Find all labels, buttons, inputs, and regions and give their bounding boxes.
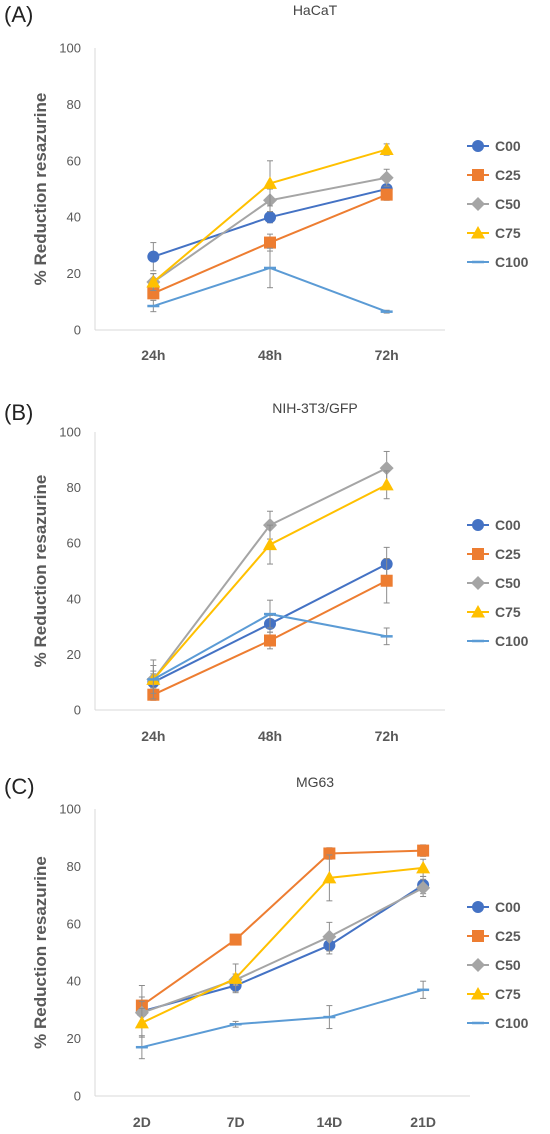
series-line-c100 bbox=[141, 988, 424, 1049]
legend-marker-c25 bbox=[472, 930, 484, 942]
y-tick-label: 80 bbox=[67, 480, 81, 495]
panel-label: (A) bbox=[4, 2, 34, 27]
panel-b: (B) NIH-3T3/GFP 0 20 40 60 80 100 % Reduction … bbox=[0, 398, 550, 758]
legend-label: C100 bbox=[495, 254, 529, 270]
legend-marker-c50 bbox=[471, 958, 485, 972]
series-line-c00 bbox=[141, 884, 424, 1013]
panel-label: (C) bbox=[4, 774, 35, 799]
data-point-c75 bbox=[379, 142, 394, 156]
y-tick-label: 60 bbox=[67, 916, 81, 931]
y-tick-label: 60 bbox=[67, 536, 81, 551]
y-tick-label: 100 bbox=[59, 41, 81, 56]
data-point-c50 bbox=[379, 461, 394, 476]
series-line-c25 bbox=[141, 849, 424, 1007]
legend-label: C100 bbox=[495, 633, 529, 649]
legend-label: C00 bbox=[495, 899, 521, 915]
legend-label: C25 bbox=[495, 167, 521, 183]
data-point-c25 bbox=[380, 188, 393, 201]
data-point-c75 bbox=[146, 275, 161, 288]
x-tick-label: 21D bbox=[410, 1114, 436, 1130]
legend-label: C00 bbox=[495, 517, 521, 533]
y-tick-label: 40 bbox=[67, 591, 81, 606]
data-point-c75 bbox=[263, 537, 277, 551]
legend-label: C50 bbox=[495, 196, 521, 212]
chart-title: NIH-3T3/GFP bbox=[272, 400, 358, 416]
data-point-c50 bbox=[322, 929, 337, 944]
data-point-c25 bbox=[417, 844, 430, 857]
panel-c: (C) MG63 0 20 40 60 80 100 % Reduction resazur… bbox=[0, 772, 550, 1134]
y-tick-label: 0 bbox=[74, 323, 81, 338]
y-tick-label: 80 bbox=[67, 859, 81, 874]
legend-label: C50 bbox=[495, 957, 521, 973]
data-point-c25 bbox=[323, 847, 336, 860]
x-tick-label: 24h bbox=[141, 728, 165, 744]
y-axis-label: % Reduction resazurine bbox=[31, 93, 50, 286]
chart-svg-hacat: 0 20 40 60 80 100 % Reduction resazurine 24h 48h… bbox=[31, 41, 529, 364]
y-tick-label: 40 bbox=[67, 974, 81, 989]
y-tick-label: 20 bbox=[67, 1031, 81, 1046]
x-tick-label: 72h bbox=[375, 347, 399, 363]
y-tick-label: 0 bbox=[74, 703, 81, 718]
legend-marker-c00 bbox=[472, 140, 484, 152]
panel-label: (B) bbox=[4, 400, 34, 425]
data-point-c00 bbox=[147, 250, 160, 263]
panel-a: (A) HaCaT 0 20 40 60 80 100 % Reduction resazu… bbox=[0, 0, 550, 365]
legend-marker-c25 bbox=[472, 548, 484, 560]
legend-marker-c00 bbox=[472, 519, 484, 531]
data-point-c75 bbox=[263, 176, 277, 189]
x-tick-label: 14D bbox=[317, 1114, 343, 1130]
x-tick-label: 72h bbox=[375, 728, 399, 744]
legend-marker-c25 bbox=[472, 169, 484, 181]
legend-marker-c75 bbox=[471, 226, 485, 239]
legend-marker-c50 bbox=[471, 197, 485, 211]
y-tick-label: 100 bbox=[59, 425, 81, 440]
y-axis-label: % Reduction resazurine bbox=[31, 475, 50, 668]
data-point-c75 bbox=[322, 870, 337, 884]
data-point-c25 bbox=[264, 236, 276, 249]
legend-label: C50 bbox=[495, 575, 521, 591]
chart-svg-mg63: 0 20 40 60 80 100 % Reduction resazurine 2D 7D 14… bbox=[31, 802, 529, 1131]
x-tick-label: 7D bbox=[227, 1114, 245, 1130]
legend-label: C75 bbox=[495, 986, 521, 1002]
data-point-c50 bbox=[379, 170, 394, 185]
legend-marker-c00 bbox=[472, 901, 484, 913]
legend-label: C25 bbox=[495, 546, 521, 562]
data-point-c25 bbox=[264, 634, 276, 647]
legend-marker-c75 bbox=[471, 987, 485, 1000]
chart-svg-nih3t3: 0 20 40 60 80 100 % Reduction resazurine 24h 48h… bbox=[31, 425, 529, 745]
y-axis-label: % Reduction resazurine bbox=[31, 856, 50, 1049]
x-tick-label: 48h bbox=[258, 728, 282, 744]
x-tick-label: 48h bbox=[258, 347, 282, 363]
data-point-c50 bbox=[416, 880, 431, 895]
legend-label: C00 bbox=[495, 138, 521, 154]
x-tick-label: 2D bbox=[133, 1114, 151, 1130]
series-line-c75 bbox=[141, 866, 424, 1024]
y-tick-label: 100 bbox=[59, 802, 81, 817]
legend-marker-c75 bbox=[471, 605, 485, 618]
data-point-c25 bbox=[229, 933, 242, 946]
chart-title: HaCaT bbox=[292, 2, 338, 18]
legend-label: C75 bbox=[495, 604, 521, 620]
data-point-c25 bbox=[380, 574, 393, 587]
data-point-c75 bbox=[228, 971, 243, 984]
y-tick-label: 80 bbox=[67, 97, 81, 112]
y-tick-label: 20 bbox=[67, 266, 81, 281]
data-point-c75 bbox=[416, 860, 431, 874]
y-tick-label: 0 bbox=[74, 1089, 81, 1104]
y-tick-label: 40 bbox=[67, 210, 81, 225]
legend-marker-c50 bbox=[471, 576, 485, 590]
chart-title: MG63 bbox=[295, 774, 335, 790]
data-point-c75 bbox=[379, 477, 394, 491]
data-point-c00 bbox=[264, 211, 276, 224]
y-tick-label: 60 bbox=[67, 153, 81, 168]
legend-label: C25 bbox=[495, 928, 521, 944]
data-point-c75 bbox=[134, 1015, 149, 1029]
x-tick-label: 24h bbox=[141, 347, 165, 363]
legend-label: C75 bbox=[495, 225, 521, 241]
y-tick-label: 20 bbox=[67, 647, 81, 662]
legend-label: C100 bbox=[495, 1015, 529, 1031]
series-line-c50 bbox=[141, 887, 424, 1014]
